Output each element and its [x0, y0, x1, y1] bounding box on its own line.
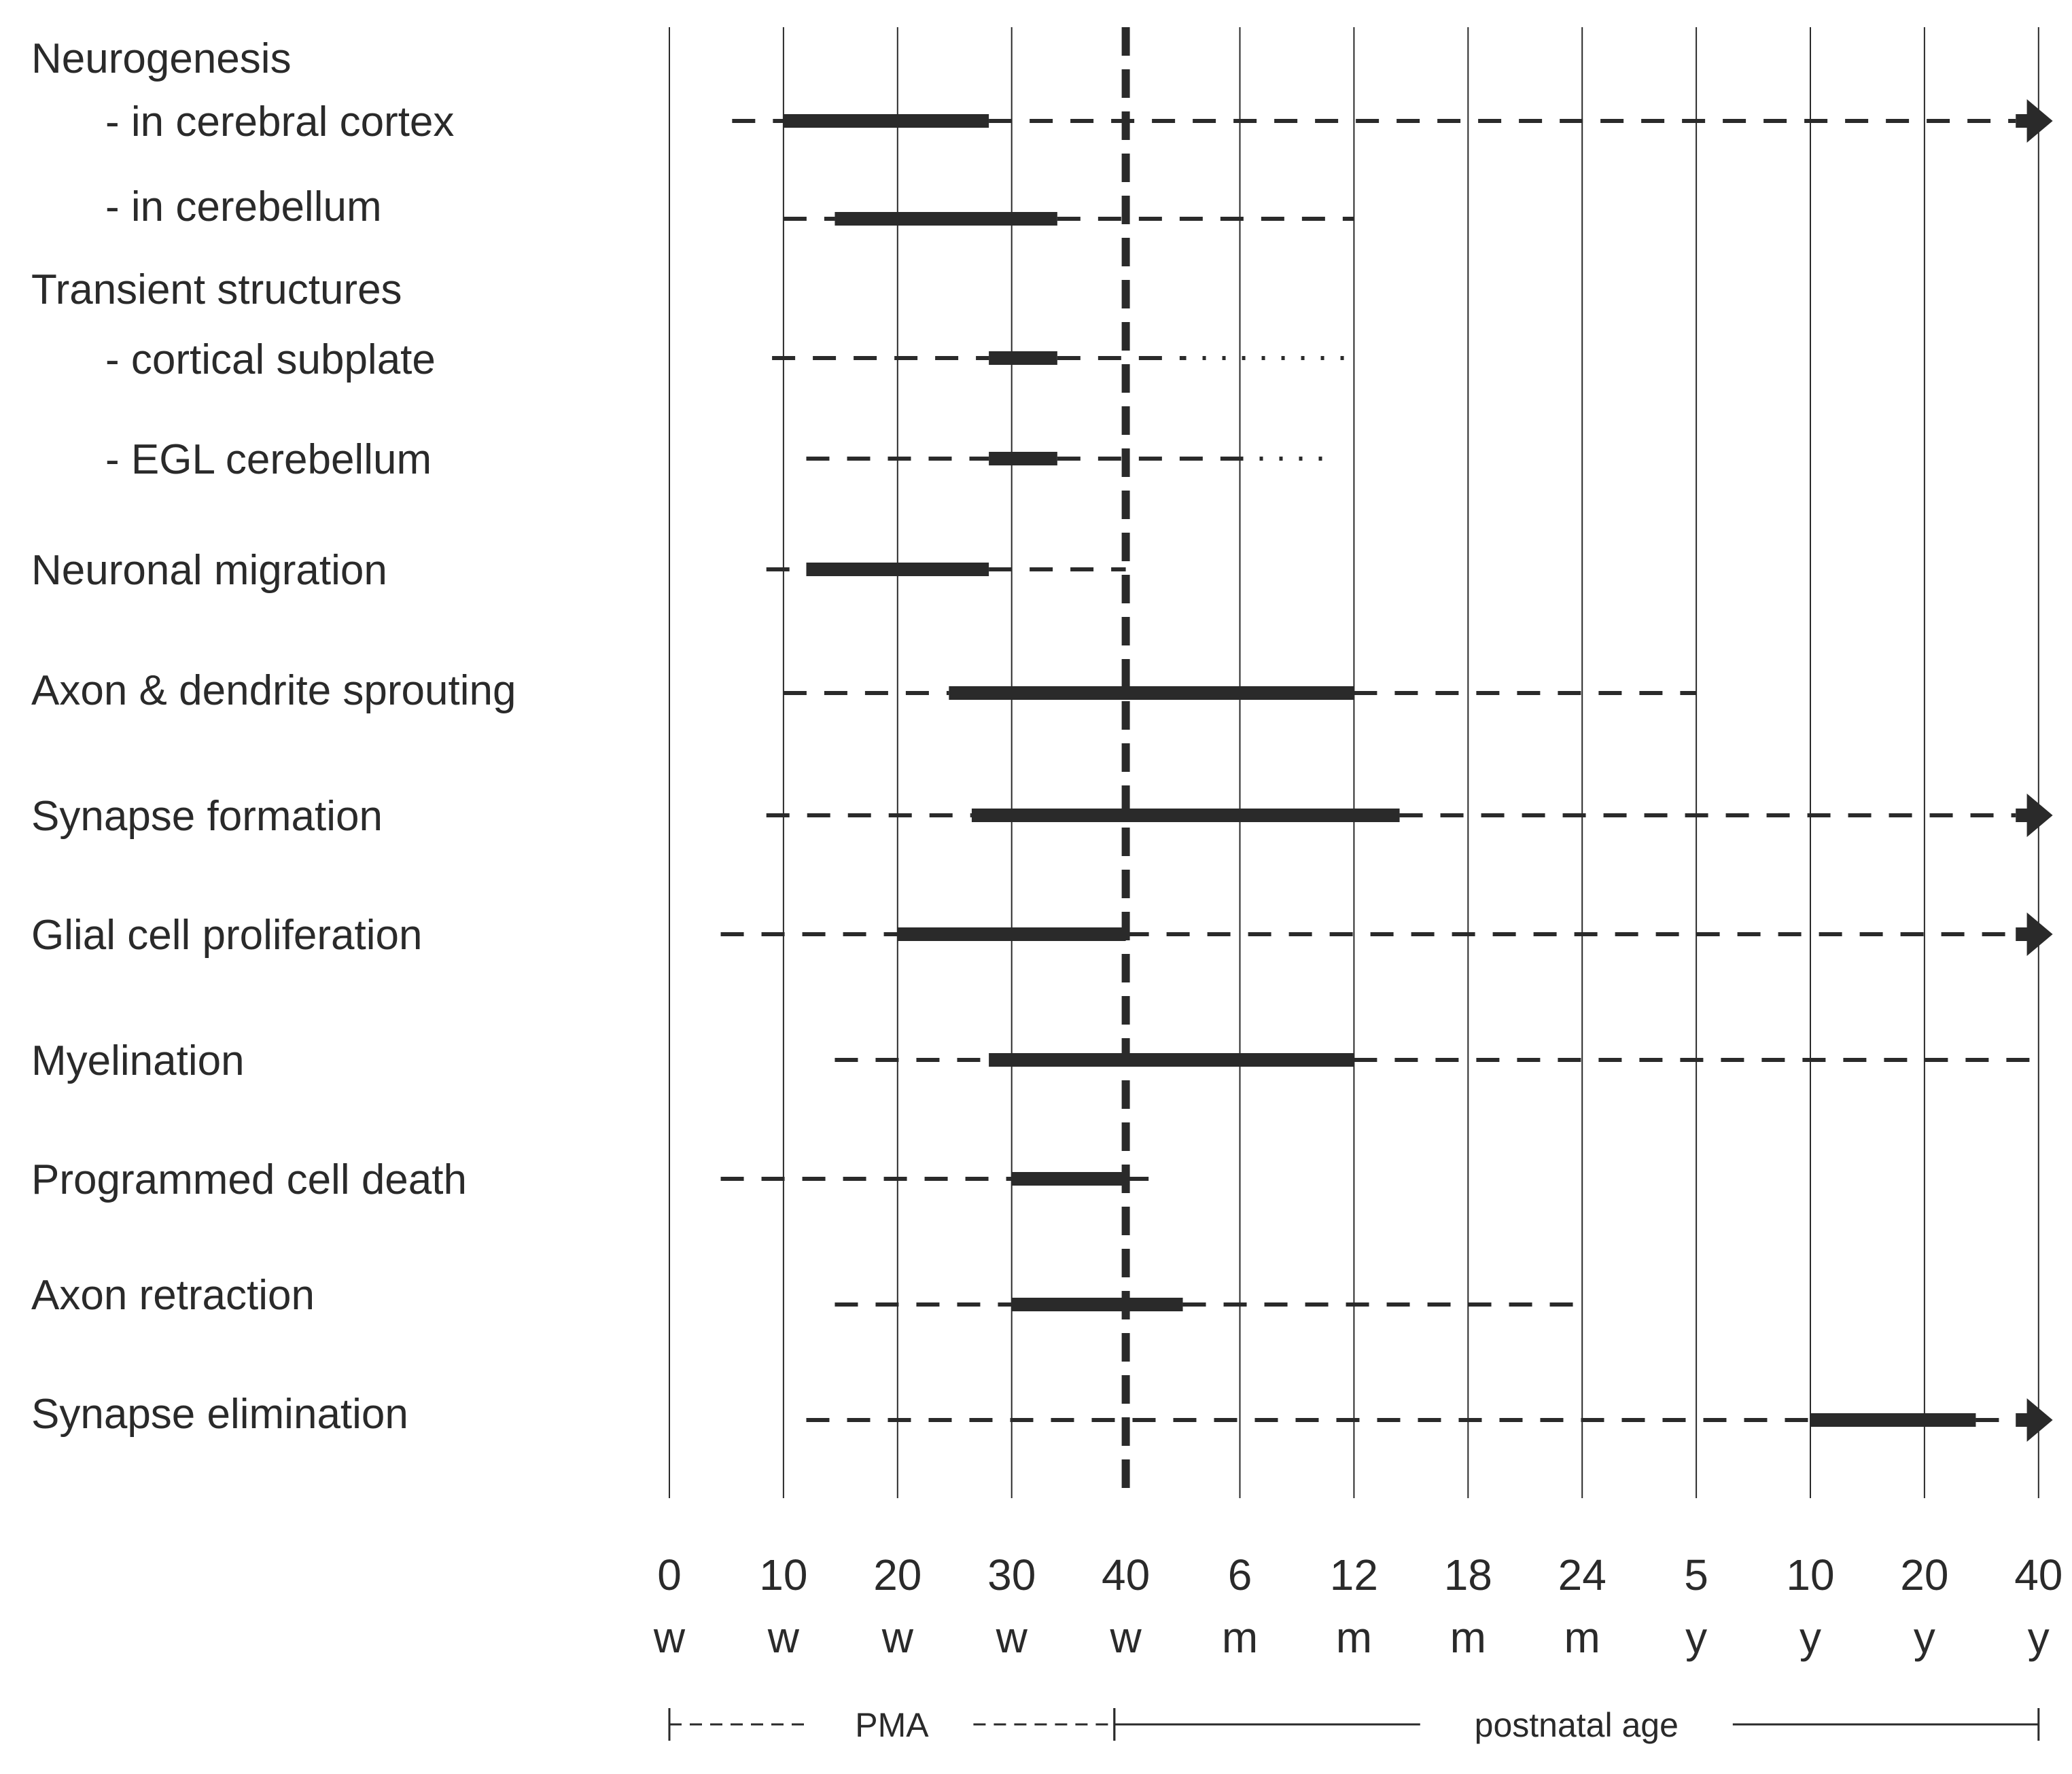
tick-value: 20 — [873, 1550, 921, 1599]
row-label: Axon & dendrite sprouting — [31, 667, 516, 714]
row-label: Transient structures — [31, 266, 402, 313]
tick-unit: y — [1685, 1613, 1707, 1662]
tick-value: 40 — [2014, 1550, 2062, 1599]
tick-unit: y — [2028, 1613, 2050, 1662]
tick-unit: w — [1109, 1613, 1142, 1662]
tick-value: 18 — [1444, 1550, 1492, 1599]
tick-unit: m — [1336, 1613, 1372, 1662]
tick-value: 10 — [1786, 1550, 1834, 1599]
tick-unit: m — [1450, 1613, 1486, 1662]
row-label: - EGL cerebellum — [105, 436, 432, 483]
arrowhead-icon — [2026, 912, 2053, 956]
tick-value: 12 — [1330, 1550, 1378, 1599]
row-label: Neurogenesis — [31, 35, 292, 82]
tick-value: 24 — [1558, 1550, 1606, 1599]
vertical-gridlines — [669, 27, 2039, 1498]
row-label: Synapse elimination — [31, 1391, 408, 1438]
timeline-bars — [720, 99, 2053, 1442]
span-label: postnatal age — [1475, 1706, 1679, 1744]
x-axis-tick-labels: 0 w 10 w 20 w 30 w 40 w 6 m 12 m 18 m 24 m 5 y 10 y 20 y 40 y — [653, 1550, 2063, 1662]
tick-unit: m — [1564, 1613, 1600, 1662]
row-label: Axon retraction — [31, 1272, 315, 1319]
tick-value: 5 — [1684, 1550, 1708, 1599]
tick-unit: w — [996, 1613, 1028, 1662]
arrowhead-icon — [2026, 794, 2053, 837]
tick-unit: y — [1914, 1613, 1935, 1662]
tick-unit: w — [767, 1613, 800, 1662]
tick-value: 10 — [759, 1550, 807, 1599]
tick-unit: w — [653, 1613, 686, 1662]
span-label: PMA — [855, 1706, 929, 1744]
tick-value: 20 — [1900, 1550, 1948, 1599]
tick-value: 40 — [1102, 1550, 1150, 1599]
row-label: - in cerebral cortex — [105, 99, 454, 145]
arrowhead-icon — [2026, 1398, 2053, 1442]
row-label: Myelination — [31, 1037, 245, 1084]
row-label: Synapse formation — [31, 793, 383, 840]
age-span-annotations: PMA postnatal age — [668, 1706, 2040, 1744]
row-label: Glial cell proliferation — [31, 912, 422, 959]
row-label: Neuronal migration — [31, 547, 387, 594]
tick-unit: y — [1799, 1613, 1821, 1662]
row-labels: Neurogenesis - in cerebral cortex - in cer… — [31, 35, 516, 1438]
row-label: - cortical subplate — [105, 336, 436, 383]
row-label: Programmed cell death — [31, 1156, 467, 1203]
row-label: - in cerebellum — [105, 183, 382, 230]
tick-unit: m — [1222, 1613, 1258, 1662]
tick-unit: w — [881, 1613, 914, 1662]
tick-value: 0 — [657, 1550, 682, 1599]
tick-value: 6 — [1228, 1550, 1252, 1599]
arrowhead-icon — [2026, 99, 2053, 143]
tick-value: 30 — [987, 1550, 1036, 1599]
